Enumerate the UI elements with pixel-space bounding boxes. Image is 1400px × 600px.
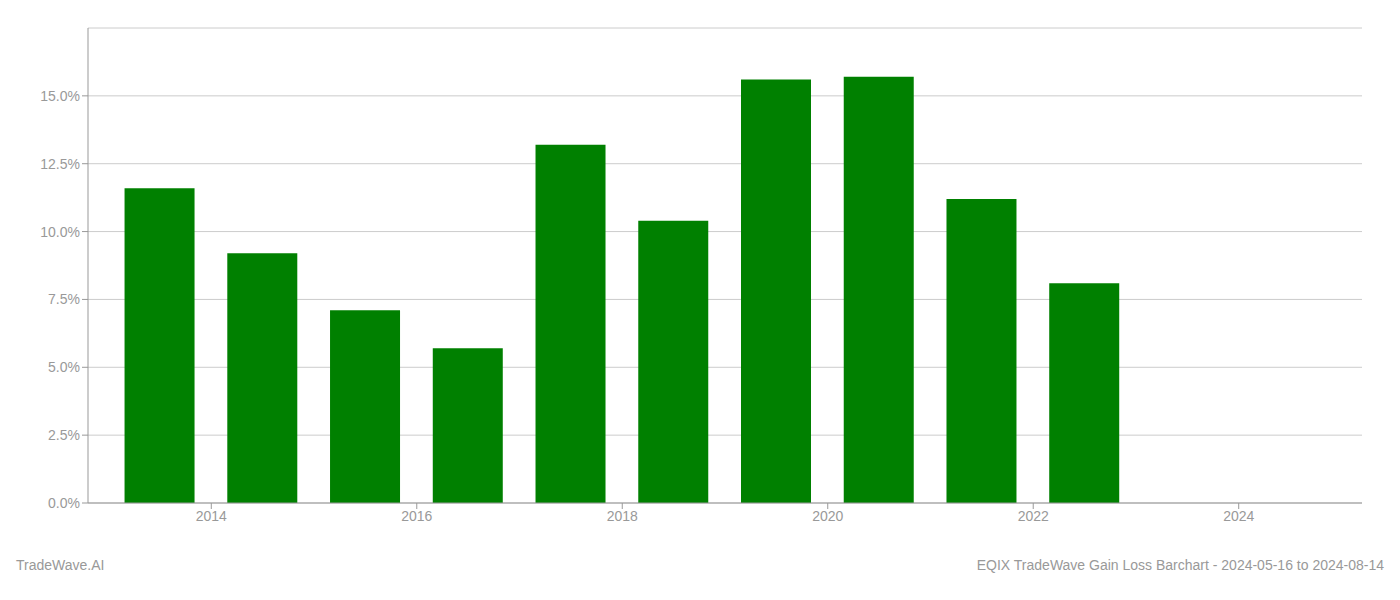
svg-text:2022: 2022	[1018, 508, 1049, 524]
svg-text:2018: 2018	[607, 508, 638, 524]
html-text:TradeWave.AI: TradeWave.AI	[16, 557, 105, 573]
svg-text:2.5%: 2.5%	[48, 427, 80, 443]
svg-text:12.5%: 12.5%	[40, 156, 80, 172]
svg-text:15.0%: 15.0%	[40, 88, 80, 104]
svg-text:2024: 2024	[1223, 508, 1254, 524]
svg-text:2016: 2016	[401, 508, 432, 524]
svg-text:2020: 2020	[812, 508, 843, 524]
svg-text:2014: 2014	[196, 508, 227, 524]
svg-text:7.5%: 7.5%	[48, 291, 80, 307]
svg-text:0.0%: 0.0%	[48, 495, 80, 511]
svg-text:5.0%: 5.0%	[48, 359, 80, 375]
svg-text:10.0%: 10.0%	[40, 224, 80, 240]
html-text:EQIX TradeWave Gain Loss Barch: EQIX TradeWave Gain Loss Barchart - 2024…	[976, 557, 1384, 573]
